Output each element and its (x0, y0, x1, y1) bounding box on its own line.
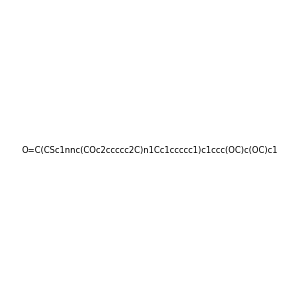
Text: O=C(CSc1nnc(COc2ccccc2C)n1Cc1ccccc1)c1ccc(OC)c(OC)c1: O=C(CSc1nnc(COc2ccccc2C)n1Cc1ccccc1)c1cc… (22, 146, 278, 154)
